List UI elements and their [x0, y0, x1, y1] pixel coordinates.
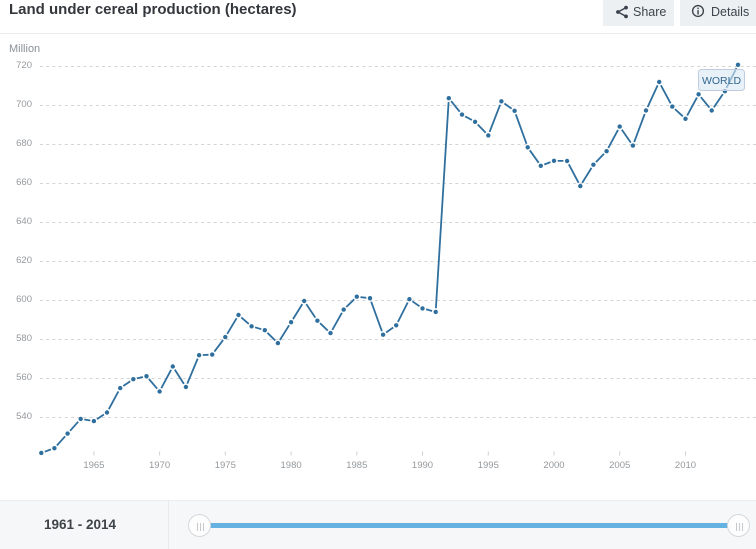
svg-text:Million: Million [9, 43, 40, 55]
svg-text:2010: 2010 [675, 460, 696, 471]
svg-text:660: 660 [16, 177, 32, 188]
svg-text:560: 560 [16, 372, 32, 383]
svg-text:1980: 1980 [281, 460, 302, 471]
svg-text:600: 600 [16, 294, 32, 305]
svg-text:620: 620 [16, 255, 32, 266]
svg-text:720: 720 [16, 60, 32, 71]
svg-text:1965: 1965 [83, 460, 104, 471]
svg-text:WORLD: WORLD [702, 75, 742, 87]
svg-text:680: 680 [16, 138, 32, 149]
svg-text:2005: 2005 [609, 460, 630, 471]
svg-text:1995: 1995 [478, 460, 499, 471]
svg-text:1990: 1990 [412, 460, 433, 471]
svg-text:700: 700 [16, 99, 32, 110]
svg-text:1975: 1975 [215, 460, 236, 471]
svg-text:2000: 2000 [543, 460, 564, 471]
svg-text:1985: 1985 [346, 460, 367, 471]
svg-text:540: 540 [16, 411, 32, 422]
svg-text:640: 640 [16, 216, 32, 227]
svg-text:580: 580 [16, 333, 32, 344]
svg-text:1970: 1970 [149, 460, 170, 471]
